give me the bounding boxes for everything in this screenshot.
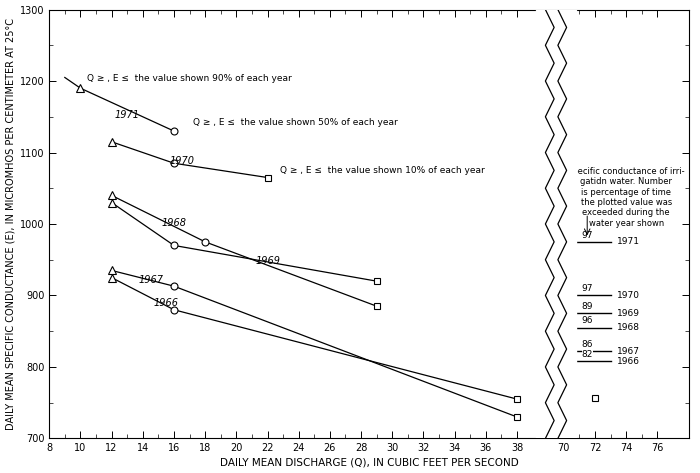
Y-axis label: DAILY MEAN SPECIFIC CONDUCTANCE (E), IN MICROMHOS PER CENTIMETER AT 25°C: DAILY MEAN SPECIFIC CONDUCTANCE (E), IN …	[6, 18, 15, 430]
Text: 86: 86	[582, 340, 593, 349]
Text: 97: 97	[582, 231, 593, 240]
Text: Specific conductance of irri-
gatidn water. Number
is percentage of time
the plo: Specific conductance of irri- gatidn wat…	[568, 167, 685, 228]
Text: 1966: 1966	[154, 298, 178, 307]
Text: 89: 89	[582, 302, 593, 311]
Text: 82: 82	[582, 350, 593, 359]
Text: 1969: 1969	[255, 256, 280, 266]
Text: 1967: 1967	[138, 275, 163, 285]
Text: 1969: 1969	[617, 309, 640, 318]
Text: 1971: 1971	[115, 110, 140, 120]
Bar	[536, 9, 576, 438]
Text: Q ≥ , E ≤  the value shown 50% of each year: Q ≥ , E ≤ the value shown 50% of each ye…	[193, 119, 398, 128]
Text: 1970: 1970	[617, 291, 640, 300]
Text: 1967: 1967	[617, 347, 640, 356]
Text: 1966: 1966	[617, 357, 640, 366]
Text: 1968: 1968	[617, 323, 640, 332]
Text: 97: 97	[582, 284, 593, 293]
Text: 96: 96	[582, 316, 593, 325]
X-axis label: DAILY MEAN DISCHARGE (Q), IN CUBIC FEET PER SECOND: DAILY MEAN DISCHARGE (Q), IN CUBIC FEET …	[220, 457, 518, 467]
Text: 1970: 1970	[169, 156, 195, 166]
Text: Q ≥ , E ≤  the value shown 10% of each year: Q ≥ , E ≤ the value shown 10% of each ye…	[280, 166, 484, 175]
Text: Q ≥ , E ≤  the value shown 90% of each year: Q ≥ , E ≤ the value shown 90% of each ye…	[87, 74, 291, 83]
Text: 1968: 1968	[162, 218, 186, 228]
Text: 1971: 1971	[617, 237, 640, 246]
